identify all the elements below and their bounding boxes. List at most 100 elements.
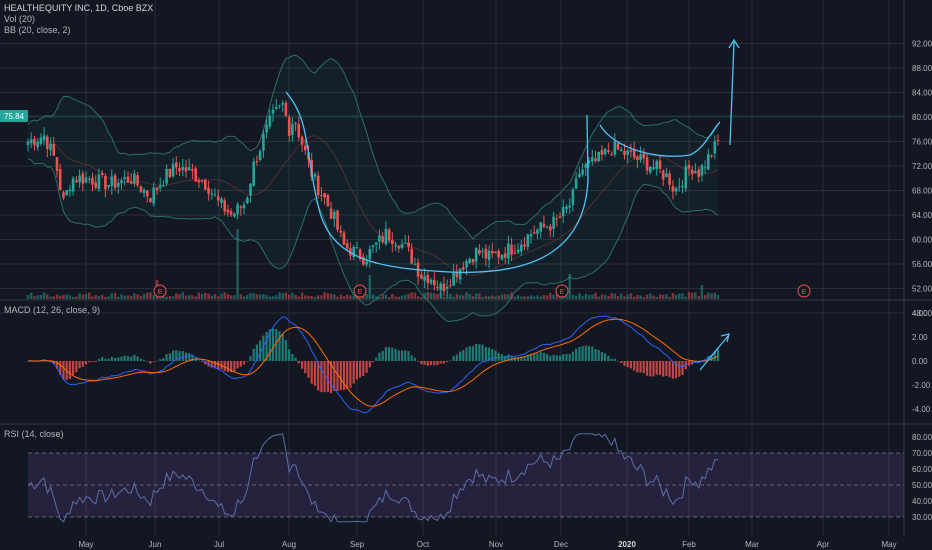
volume-bar: [200, 293, 204, 299]
volume-bar: [362, 295, 365, 299]
macd-indicator-label[interactable]: MACD (12, 26, close, 9): [4, 305, 101, 315]
candle-body: [429, 279, 433, 284]
rsi-tick-label: 60.00: [912, 465, 932, 474]
candle-body: [374, 242, 378, 245]
candle-body: [42, 135, 46, 140]
macd-histogram-bar: [78, 361, 81, 369]
rsi-indicator-label[interactable]: RSI (14, close): [4, 429, 64, 439]
volume-bar: [626, 294, 629, 299]
candle-body: [255, 161, 259, 163]
candle-body: [88, 178, 91, 180]
volume-bar: [533, 296, 536, 299]
candle-body: [681, 186, 684, 188]
volume-bar: [229, 295, 233, 299]
candle-body: [578, 173, 581, 178]
macd-histogram-bar: [439, 361, 442, 364]
macd-histogram-bar: [181, 351, 184, 361]
candle-body: [284, 102, 288, 116]
handle-curve-annotation: [599, 121, 721, 157]
macd-histogram-bar: [662, 361, 665, 377]
macd-histogram-bar: [391, 347, 394, 361]
macd-histogram-bar: [346, 361, 349, 389]
macd-histogram-bar: [191, 354, 194, 361]
macd-histogram-bar: [562, 354, 565, 361]
macd-histogram-bar: [123, 355, 126, 361]
volume-bar: [475, 293, 478, 299]
candle-body: [216, 196, 220, 201]
candle-body: [139, 186, 143, 192]
candle-body: [629, 150, 633, 152]
candle-body: [494, 251, 497, 254]
candle-body: [387, 229, 391, 241]
macd-histogram-bar: [613, 358, 616, 361]
candle-body: [687, 164, 691, 169]
volume-bar: [397, 296, 400, 299]
candle-body: [71, 178, 75, 192]
macd-histogram-bar: [587, 345, 591, 361]
macd-histogram-bar: [429, 361, 433, 366]
macd-histogram-bar: [568, 354, 571, 361]
macd-histogram-bar: [159, 359, 162, 361]
candle-body: [84, 177, 88, 183]
macd-histogram-bar: [104, 358, 107, 361]
candle-body: [29, 139, 33, 144]
macd-histogram-bar: [359, 361, 362, 378]
macd-histogram-bar: [375, 357, 378, 361]
earnings-marker-label: E: [560, 289, 565, 296]
candle-body: [184, 167, 188, 172]
candle-body: [574, 178, 578, 189]
candle-body: [510, 244, 513, 255]
candle-body: [200, 180, 204, 182]
macd-tick-label: 4.00: [912, 309, 928, 318]
macd-histogram-bar: [658, 361, 662, 375]
macd-histogram-bar: [462, 350, 465, 361]
volume-bar: [184, 295, 188, 299]
macd-histogram-bar: [597, 349, 600, 361]
candle-body: [613, 141, 617, 155]
macd-histogram-bar: [339, 361, 342, 391]
candle-body: [532, 232, 536, 234]
macd-pane[interactable]: [26, 315, 730, 414]
volume-bar: [300, 292, 304, 299]
macd-histogram-bar: [178, 351, 181, 361]
candle-body: [113, 175, 117, 188]
macd-histogram-bar: [652, 361, 655, 377]
candle-body: [655, 161, 658, 169]
volume-bar: [258, 294, 262, 299]
volume-bar: [458, 295, 462, 299]
macd-arrow: [699, 335, 729, 371]
rsi-pane[interactable]: [27, 433, 904, 523]
macd-histogram-bar: [478, 344, 481, 361]
macd-histogram-bar: [110, 356, 113, 361]
volume-bar: [371, 294, 375, 299]
macd-signal-line: [27, 318, 719, 407]
candle-body: [133, 173, 136, 184]
bollinger-indicator-label[interactable]: BB (20, close, 2): [4, 25, 71, 35]
volume-bar: [387, 297, 391, 299]
macd-histogram-bar: [333, 361, 336, 391]
candle-body: [423, 276, 426, 281]
macd-histogram-bar: [81, 361, 84, 367]
candle-body: [400, 244, 404, 248]
symbol-title[interactable]: HEALTHEQUITY INC, 1D, Cboe BZX: [4, 3, 154, 13]
candle-body: [413, 263, 417, 265]
macd-histogram-bar: [517, 357, 520, 361]
volume-indicator-label[interactable]: Vol (20): [4, 14, 36, 24]
macd-histogram-bar: [143, 359, 146, 361]
candle-body: [481, 250, 484, 252]
volume-bar: [639, 295, 642, 299]
volume-bar: [191, 295, 194, 299]
macd-histogram-bar: [623, 361, 626, 366]
earnings-marker-label: E: [358, 289, 363, 296]
candle-body: [368, 249, 372, 259]
volume-bar: [165, 296, 168, 299]
volume-bar: [636, 295, 639, 299]
macd-histogram-bar: [426, 361, 429, 366]
time-tick-label: Aug: [282, 540, 296, 549]
volume-bar: [516, 295, 520, 299]
volume-bar: [36, 295, 39, 299]
volume-bar: [213, 294, 217, 299]
candle-body: [210, 193, 214, 195]
